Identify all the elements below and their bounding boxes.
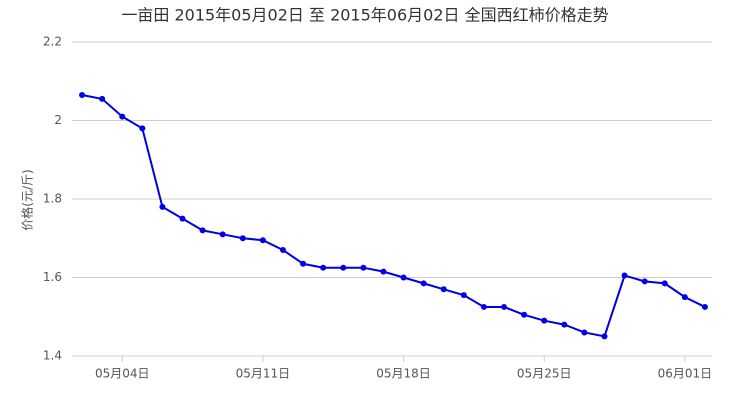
x-tick-label: 06月01日 [658, 367, 713, 381]
x-tick-label: 05月18日 [376, 367, 431, 381]
point [340, 264, 347, 271]
point [561, 321, 568, 328]
point [259, 237, 266, 244]
y-tick-label: 2 [54, 113, 62, 127]
point [501, 303, 508, 310]
point [239, 235, 246, 242]
point [199, 227, 206, 234]
y-tick-label: 1.6 [43, 270, 62, 284]
y-tick-label: 2.2 [43, 35, 62, 49]
x-tick-label: 05月11日 [236, 367, 291, 381]
point [641, 278, 648, 285]
point [440, 286, 447, 293]
x-tick-label: 05月25日 [517, 367, 572, 381]
y-tick-label: 1.4 [43, 349, 62, 363]
point [601, 333, 608, 340]
point [119, 113, 126, 120]
chart-title: 一亩田 2015年05月02日 至 2015年06月02日 全国西红柿价格走势 [121, 6, 608, 25]
point [360, 264, 367, 271]
point [179, 215, 186, 222]
point [460, 292, 467, 299]
point [320, 264, 327, 271]
point [420, 280, 427, 287]
point [99, 95, 106, 102]
point [279, 247, 286, 254]
y-axis-label: 价格(元/斤) [20, 169, 35, 230]
y-tick-label: 1.8 [43, 192, 62, 206]
point [701, 303, 708, 310]
point [380, 268, 387, 275]
point [159, 203, 166, 210]
point [541, 317, 548, 324]
line [81, 94, 706, 338]
point [400, 274, 407, 281]
point [480, 303, 487, 310]
point [300, 260, 307, 267]
x-tick-label: 05月04日 [95, 367, 150, 381]
point [139, 125, 146, 132]
point [521, 311, 528, 318]
point [79, 91, 86, 98]
point [621, 272, 628, 279]
point [581, 329, 588, 336]
point [681, 294, 688, 301]
point [219, 231, 226, 238]
point [661, 280, 668, 287]
